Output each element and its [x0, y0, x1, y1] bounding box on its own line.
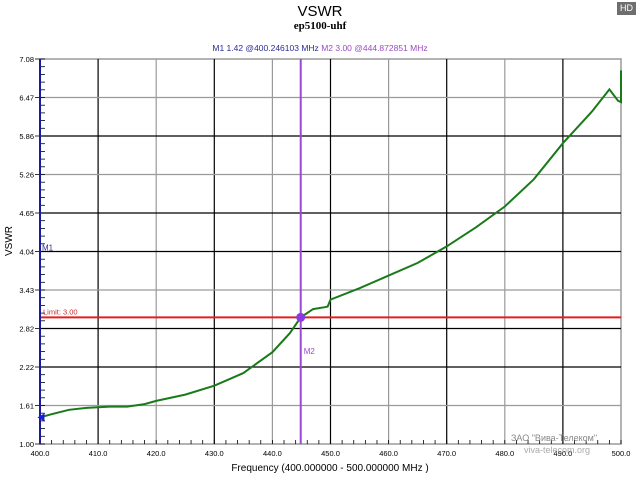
y-tick-label: 3.43 — [19, 286, 34, 295]
marker-m1-readout: M1 1.42 @400.246103 MHz — [212, 43, 319, 53]
y-tick-label: 5.26 — [19, 171, 34, 180]
grid-lines — [39, 58, 622, 445]
x-tick-label: 480.0 — [495, 449, 514, 458]
x-tick-label: 430.0 — [205, 449, 224, 458]
x-tick-label: 460.0 — [379, 449, 398, 458]
marker-m2-readout: M2 3.00 @444.872851 MHz — [321, 43, 428, 53]
marker-m1-label: M1 — [42, 244, 54, 253]
x-tick-label: 410.0 — [89, 449, 108, 458]
marker-m2-point[interactable] — [296, 312, 306, 322]
x-axis-label: Frequency (400.000000 - 500.000000 MHz ) — [231, 463, 429, 474]
x-tick-label: 400.0 — [31, 449, 50, 458]
y-tick-label: 7.08 — [19, 55, 34, 64]
y-tick-label: 2.82 — [19, 325, 34, 334]
x-tick-label: 420.0 — [147, 449, 166, 458]
x-tick-label: 490.0 — [554, 449, 573, 458]
x-tick-label: 450.0 — [321, 449, 340, 458]
y-tick-label: 5.86 — [19, 132, 34, 141]
hd-badge[interactable]: HD — [617, 2, 636, 15]
y-tick-label: 1.61 — [19, 402, 34, 411]
y-tick-label: 2.22 — [19, 363, 34, 372]
x-tick-label: 470.0 — [437, 449, 456, 458]
watermark-company: ЗАО "Вива-Телеком" — [511, 433, 598, 443]
y-axis-label: VSWR — [4, 226, 15, 256]
marker-m2-label: M2 — [304, 347, 316, 356]
y-tick-label: 4.65 — [19, 209, 34, 218]
tick-labels: 400.0 410.0 420.0 430.0 440.0 450.0 460.0 470.0… — [19, 55, 630, 458]
marker-m1-point[interactable] — [37, 413, 45, 422]
y-tick-label: 4.04 — [19, 248, 34, 257]
chart-subtitle: ep5100-uhf — [293, 20, 347, 32]
limit-label: Limit: 3.00 — [43, 307, 78, 316]
vswr-trace — [39, 70, 622, 419]
x-tick-label: 440.0 — [263, 449, 282, 458]
chart-title: VSWR — [297, 3, 343, 20]
y-tick-label: 1.00 — [19, 440, 34, 449]
x-tick-label: 500.0 — [612, 449, 631, 458]
marker-readout: M1 1.42 @400.246103 MHz M2 3.00 @444.872… — [0, 43, 640, 53]
watermark-url: viva-telecom.org — [524, 445, 591, 455]
y-tick-label: 6.47 — [19, 94, 34, 103]
